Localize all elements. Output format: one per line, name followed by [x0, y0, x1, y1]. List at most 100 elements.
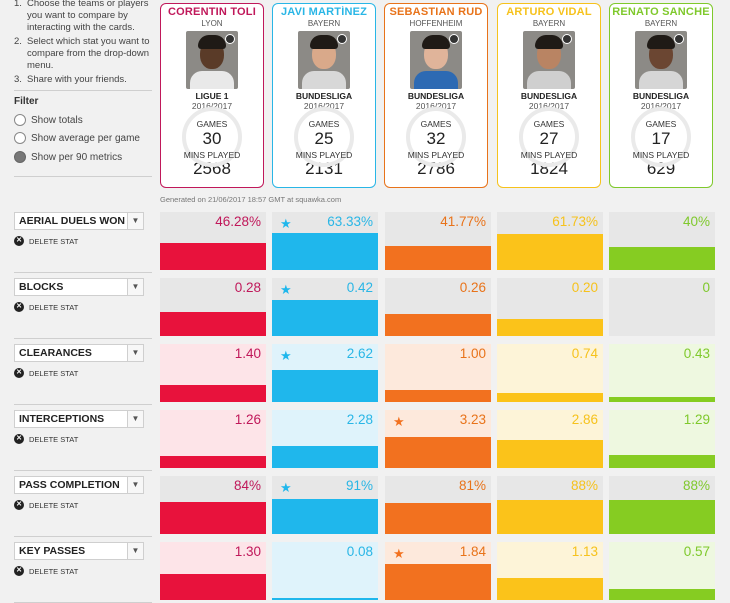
- radio-button[interactable]: [14, 114, 26, 126]
- player-league: BUNDESLIGA: [407, 91, 465, 101]
- stat-cell: ★ 63.33%: [272, 212, 378, 270]
- delete-stat-button[interactable]: ✕ DELETE STAT: [14, 236, 78, 246]
- delete-stat-button[interactable]: ✕ DELETE STAT: [14, 434, 78, 444]
- instruction-number: 3.: [14, 74, 22, 85]
- stat-dropdown[interactable]: INTERCEPTIONS ▼: [14, 410, 144, 428]
- divider: [14, 536, 152, 537]
- close-icon: ✕: [14, 302, 24, 312]
- stat-dropdown[interactable]: AERIAL DUELS WON % ▼: [14, 212, 144, 230]
- stat-cell: ★ 2.62: [272, 344, 378, 402]
- delete-stat-button[interactable]: ✕ DELETE STAT: [14, 368, 78, 378]
- player-league: BUNDESLIGA: [520, 91, 578, 101]
- player-photo-body: [639, 71, 683, 89]
- chevron-down-icon[interactable]: ▼: [127, 279, 143, 295]
- instruction-item: 2. Select which stat you want to compare…: [14, 36, 156, 72]
- stat-cell: 1.30: [160, 542, 266, 600]
- stat-dropdown[interactable]: BLOCKS ▼: [14, 278, 144, 296]
- stat-cell: 61.73%: [497, 212, 603, 270]
- radio-button[interactable]: [14, 151, 26, 163]
- filter-option[interactable]: Show average per game: [14, 132, 140, 144]
- chevron-down-icon[interactable]: ▼: [127, 213, 143, 229]
- stat-bar: [609, 247, 715, 270]
- stat-bar: [272, 370, 378, 402]
- stat-bar: [160, 456, 266, 468]
- instruction-number: 2.: [14, 36, 22, 47]
- chevron-down-icon[interactable]: ▼: [127, 543, 143, 559]
- stat-bar: [609, 589, 715, 600]
- star-icon: ★: [280, 216, 292, 231]
- filter-title: Filter: [14, 96, 39, 107]
- player-season: 2016/2017: [191, 101, 233, 111]
- player-card[interactable]: JAVI MARTÍNEZ BAYERN BUNDESLIGA 2016/201…: [272, 3, 376, 188]
- stat-value: 2.86: [571, 412, 598, 427]
- chevron-down-icon[interactable]: ▼: [127, 411, 143, 427]
- radio-button[interactable]: [14, 132, 26, 144]
- stat-value: 0.43: [683, 346, 710, 361]
- close-icon: ✕: [14, 368, 24, 378]
- games-value: 25: [314, 129, 334, 148]
- change-player-icon[interactable]: [225, 34, 235, 44]
- player-card[interactable]: CORENTIN TOLI LYON LIGUE 1 2016/2017 GAM…: [160, 3, 264, 188]
- filter-option[interactable]: Show per 90 metrics: [14, 151, 122, 163]
- player-card[interactable]: ARTURO VIDAL BAYERN BUNDESLIGA 2016/2017…: [497, 3, 601, 188]
- player-photo-body: [302, 71, 346, 89]
- player-photo-hair: [198, 35, 226, 49]
- stat-value: 63.33%: [327, 214, 373, 229]
- stat-bar: [272, 499, 378, 534]
- stat-value: 1.29: [683, 412, 710, 427]
- filter-option-label: Show average per game: [31, 132, 140, 144]
- change-player-icon[interactable]: [562, 34, 572, 44]
- stat-bar: [385, 564, 491, 600]
- stat-cell: 84%: [160, 476, 266, 534]
- stat-cell: ★ 0.42: [272, 278, 378, 336]
- stat-cell: 41.77%: [385, 212, 491, 270]
- stat-bar: [497, 440, 603, 468]
- chevron-down-icon[interactable]: ▼: [127, 345, 143, 361]
- stat-dropdown-label: INTERCEPTIONS: [19, 413, 105, 425]
- stat-dropdown[interactable]: CLEARANCES ▼: [14, 344, 144, 362]
- games-value: 17: [651, 129, 671, 148]
- mins-label: MINS PLAYED: [183, 150, 241, 160]
- games-value: 32: [426, 129, 446, 148]
- star-icon: ★: [280, 348, 292, 363]
- change-player-icon[interactable]: [337, 34, 347, 44]
- stat-dropdown-label: BLOCKS: [19, 281, 64, 293]
- player-name: SEBASTIAN RUD: [389, 6, 483, 18]
- stat-dropdown[interactable]: KEY PASSES ▼: [14, 542, 144, 560]
- player-season: 2016/2017: [528, 101, 570, 111]
- delete-stat-button[interactable]: ✕ DELETE STAT: [14, 500, 78, 510]
- divider: [14, 338, 152, 339]
- divider: [14, 470, 152, 471]
- stat-dropdown[interactable]: PASS COMPLETION ▼: [14, 476, 144, 494]
- games-label: GAMES: [196, 119, 228, 129]
- stat-cell: 2.86: [497, 410, 603, 468]
- close-icon: ✕: [14, 434, 24, 444]
- player-photo: [410, 31, 462, 89]
- change-player-icon[interactable]: [674, 34, 684, 44]
- stat-value: 1.40: [234, 346, 261, 361]
- stat-value: 0: [702, 280, 710, 295]
- mins-label: MINS PLAYED: [295, 150, 353, 160]
- stat-value: 2.62: [346, 346, 373, 361]
- filter-option-label: Show per 90 metrics: [31, 151, 123, 163]
- games-circle: GAMES 25: [294, 107, 354, 167]
- stat-cell: 1.40: [160, 344, 266, 402]
- player-card[interactable]: SEBASTIAN RUD HOFFENHEIM BUNDESLIGA 2016…: [384, 3, 488, 188]
- player-season: 2016/2017: [303, 101, 345, 111]
- stat-value: 0.26: [459, 280, 486, 295]
- chevron-down-icon[interactable]: ▼: [127, 477, 143, 493]
- stat-bar: [385, 314, 491, 336]
- mins-label: MINS PLAYED: [407, 150, 465, 160]
- stat-cell: 1.29: [609, 410, 715, 468]
- stat-cell: ★ 91%: [272, 476, 378, 534]
- change-player-icon[interactable]: [449, 34, 459, 44]
- filter-option[interactable]: Show totals: [14, 114, 83, 126]
- star-icon: ★: [280, 282, 292, 297]
- player-card[interactable]: RENATO SANCHE BAYERN BUNDESLIGA 2016/201…: [609, 3, 713, 188]
- instruction-text: Choose the teams or players you want to …: [27, 0, 149, 33]
- player-photo: [523, 31, 575, 89]
- delete-stat-button[interactable]: ✕ DELETE STAT: [14, 566, 78, 576]
- generated-note: Generated on 21/06/2017 18:57 GMT at squ…: [160, 195, 342, 204]
- delete-stat-button[interactable]: ✕ DELETE STAT: [14, 302, 78, 312]
- stat-value: 0.28: [234, 280, 261, 295]
